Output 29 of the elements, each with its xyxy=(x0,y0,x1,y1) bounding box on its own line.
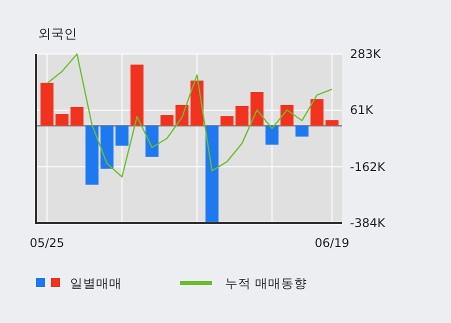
x-tick-label: 06/19 xyxy=(314,236,350,250)
x-tick-label: 05/25 xyxy=(30,236,64,250)
bar xyxy=(130,64,144,126)
legend-일별매매: 일별매매 xyxy=(36,276,122,290)
bar xyxy=(86,126,98,185)
bar xyxy=(296,126,308,137)
bar xyxy=(250,92,264,126)
chart-title: 외국인 xyxy=(38,27,77,42)
bar xyxy=(310,99,324,126)
line-series xyxy=(46,53,333,178)
y-tick-label: 61K xyxy=(350,103,374,118)
bar xyxy=(280,104,294,126)
legend-label: 누적 매매동향 xyxy=(225,276,307,290)
y-tick-label: 283K xyxy=(350,47,382,61)
bar xyxy=(160,115,174,126)
bar xyxy=(326,120,338,126)
bar xyxy=(56,114,68,126)
bar xyxy=(266,126,278,145)
bar xyxy=(220,116,234,126)
bar xyxy=(70,106,84,126)
y-tick-label: -384K xyxy=(350,216,386,230)
bar xyxy=(100,126,114,169)
bar xyxy=(40,82,54,126)
legend-label: 일별매매 xyxy=(70,276,122,290)
bar xyxy=(236,106,248,126)
bar xyxy=(146,126,158,157)
bar xyxy=(116,126,128,146)
bar xyxy=(206,126,218,222)
y-tick-label: -162K xyxy=(350,160,386,174)
